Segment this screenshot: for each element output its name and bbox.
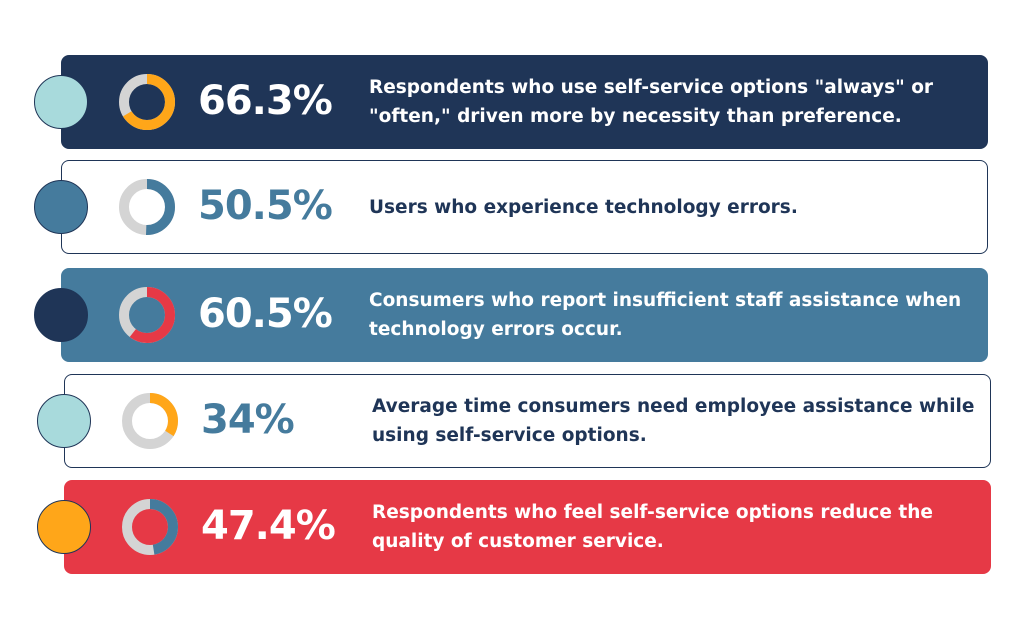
stat-description: Users who experience technology errors. bbox=[369, 196, 798, 218]
donut-value-arc bbox=[122, 499, 178, 555]
donut-value-arc bbox=[119, 74, 175, 130]
donut-chart bbox=[119, 74, 175, 130]
stat-description: Consumers who report insufficient staff … bbox=[369, 290, 962, 340]
stat-value: 47.4% bbox=[201, 503, 336, 549]
bullet-dot bbox=[37, 394, 91, 448]
bullet-dot bbox=[34, 75, 88, 129]
stat-value: 60.5% bbox=[198, 291, 333, 337]
stat-value: 50.5% bbox=[198, 183, 333, 229]
bullet-dot bbox=[37, 500, 91, 554]
bullet-dot bbox=[34, 288, 88, 342]
stat-card bbox=[61, 55, 988, 149]
donut-chart bbox=[119, 179, 175, 235]
stat-value: 66.3% bbox=[198, 78, 333, 124]
stat-description: Respondents who feel self-service option… bbox=[372, 502, 933, 552]
stat-description: Average time consumers need employee ass… bbox=[372, 396, 975, 446]
stat-description: Respondents who use self-service options… bbox=[369, 77, 934, 127]
donut-chart bbox=[122, 499, 178, 555]
donut-value-arc bbox=[122, 393, 178, 449]
stat-card bbox=[64, 374, 991, 468]
donut-value-arc bbox=[119, 179, 175, 235]
bullet-dot bbox=[34, 180, 88, 234]
donut-chart bbox=[122, 393, 178, 449]
stat-card bbox=[61, 160, 988, 254]
stat-card bbox=[64, 480, 991, 574]
donut-chart bbox=[119, 287, 175, 343]
stat-card bbox=[61, 268, 988, 362]
stat-value: 34% bbox=[201, 397, 295, 443]
donut-value-arc bbox=[119, 287, 175, 343]
